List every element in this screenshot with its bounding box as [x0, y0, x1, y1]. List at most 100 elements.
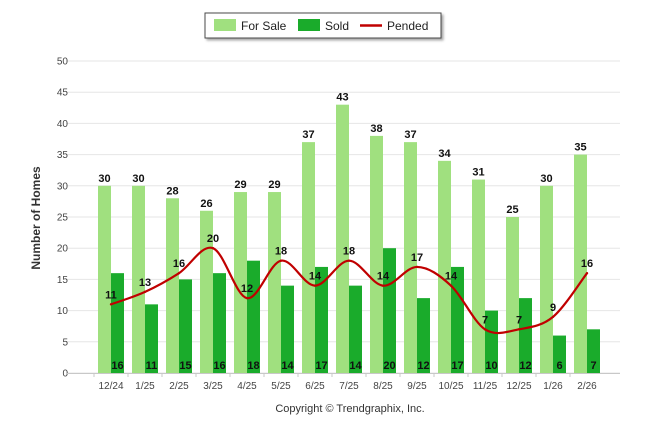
y-tick-label: 35 [57, 150, 69, 161]
pended-point [449, 284, 453, 287]
data-label-pended: 18 [275, 246, 287, 258]
data-label-sold: 14 [349, 360, 362, 372]
x-tick-label: 3/25 [203, 381, 223, 392]
pended-point [585, 271, 589, 275]
data-label-for-sale: 30 [540, 173, 552, 185]
bar-sold [451, 266, 464, 373]
legend-swatch-for-sale [214, 19, 236, 31]
bar-for-sale [438, 160, 451, 373]
x-tick-label: 9/25 [407, 381, 427, 392]
data-label-sold: 18 [247, 360, 259, 372]
bar-sold [417, 298, 430, 373]
bar-for-sale [234, 192, 247, 373]
bar-sold [587, 329, 600, 373]
data-label-sold: 16 [111, 360, 123, 372]
data-label-pended: 20 [207, 233, 219, 245]
pended-point [381, 284, 385, 287]
y-tick-label: 40 [57, 119, 69, 130]
legend-label-sold: Sold [325, 19, 349, 33]
y-tick-label: 15 [57, 275, 69, 286]
data-label-pended: 18 [343, 246, 355, 258]
data-label-sold: 15 [179, 360, 191, 372]
x-tick-label: 4/25 [237, 381, 257, 392]
pended-point [415, 265, 419, 269]
bar-sold [519, 298, 532, 373]
bar-for-sale [506, 217, 519, 373]
x-tick-label: 12/24 [98, 381, 123, 392]
data-label-sold: 17 [315, 360, 327, 372]
pended-point [279, 259, 283, 262]
data-label-for-sale: 43 [336, 92, 348, 104]
data-label-for-sale: 25 [506, 204, 518, 216]
copyright-credit: Copyright © Trendgraphix, Inc. [275, 403, 424, 415]
data-label-sold: 11 [146, 360, 158, 372]
bar-for-sale [574, 154, 587, 373]
data-label-pended: 13 [139, 277, 151, 289]
data-label-for-sale: 29 [268, 179, 280, 191]
data-label-for-sale: 37 [404, 129, 416, 141]
data-labels: 30 16 30 11 28 15 26 16 29 18 29 14 37 17 43 14 38 20 37 12… [98, 92, 596, 372]
bar-for-sale [370, 135, 383, 373]
bar-for-sale [132, 185, 145, 373]
pended-point [347, 259, 351, 262]
x-tick-label: 2/26 [577, 381, 597, 392]
data-label-sold: 6 [556, 360, 562, 372]
bar-sold [553, 335, 566, 373]
y-axis-title: Number of Homes [29, 166, 43, 270]
data-label-sold: 16 [213, 360, 225, 372]
data-label-sold: 10 [485, 360, 497, 372]
data-label-pended: 14 [445, 271, 458, 283]
data-label-for-sale: 26 [200, 198, 212, 210]
bar-sold [111, 273, 124, 373]
pended-point [313, 284, 317, 287]
data-label-sold: 20 [383, 360, 395, 372]
y-tick-label: 20 [57, 244, 69, 255]
x-tick-label: 5/25 [271, 381, 291, 392]
y-tick-label: 45 [57, 88, 69, 99]
data-label-for-sale: 30 [98, 173, 110, 185]
bar-sold [247, 260, 260, 373]
pended-point [517, 328, 521, 331]
data-label-pended: 14 [377, 271, 390, 283]
bar-for-sale [336, 104, 349, 374]
legend: For Sale Sold Pended [204, 12, 442, 39]
pended-line-series [109, 246, 589, 335]
bar-sold [179, 279, 192, 373]
bar-sold [145, 304, 158, 373]
bar-sold [315, 266, 328, 373]
bars [98, 104, 600, 374]
bar-for-sale [404, 142, 417, 373]
x-tick-label: 7/25 [339, 381, 359, 392]
x-tick-label: 2/25 [169, 381, 189, 392]
data-label-pended: 14 [309, 271, 322, 283]
pended-point [245, 296, 249, 300]
data-label-for-sale: 28 [166, 185, 178, 197]
bar-for-sale [472, 179, 485, 373]
data-label-for-sale: 35 [574, 142, 586, 154]
bar-sold [383, 248, 396, 373]
data-label-pended: 12 [241, 283, 253, 295]
bar-for-sale [166, 198, 179, 373]
axes: 0 5 10 15 20 25 30 35 40 45 50 12/24 1/25 2/25 3/25 4/2… [57, 57, 620, 392]
bar-sold [281, 285, 294, 373]
legend-label-for-sale: For Sale [241, 19, 287, 33]
pended-point [211, 247, 215, 250]
data-label-pended: 16 [581, 258, 593, 270]
y-tick-label: 30 [57, 181, 69, 192]
pended-point [109, 303, 113, 306]
data-label-sold: 7 [590, 360, 596, 372]
pended-point [483, 328, 487, 331]
data-label-pended: 17 [411, 252, 423, 264]
x-tick-label: 11/25 [473, 381, 498, 392]
data-label-sold: 12 [519, 360, 531, 372]
legend-box [204, 12, 442, 39]
bar-for-sale [268, 192, 281, 373]
data-label-for-sale: 30 [132, 173, 144, 185]
bar-for-sale [98, 185, 111, 373]
bar-sold [349, 285, 362, 373]
y-tick-label: 50 [57, 57, 69, 68]
bar-sold [485, 310, 498, 373]
bar-for-sale [302, 142, 315, 373]
data-label-pended: 11 [105, 289, 117, 301]
